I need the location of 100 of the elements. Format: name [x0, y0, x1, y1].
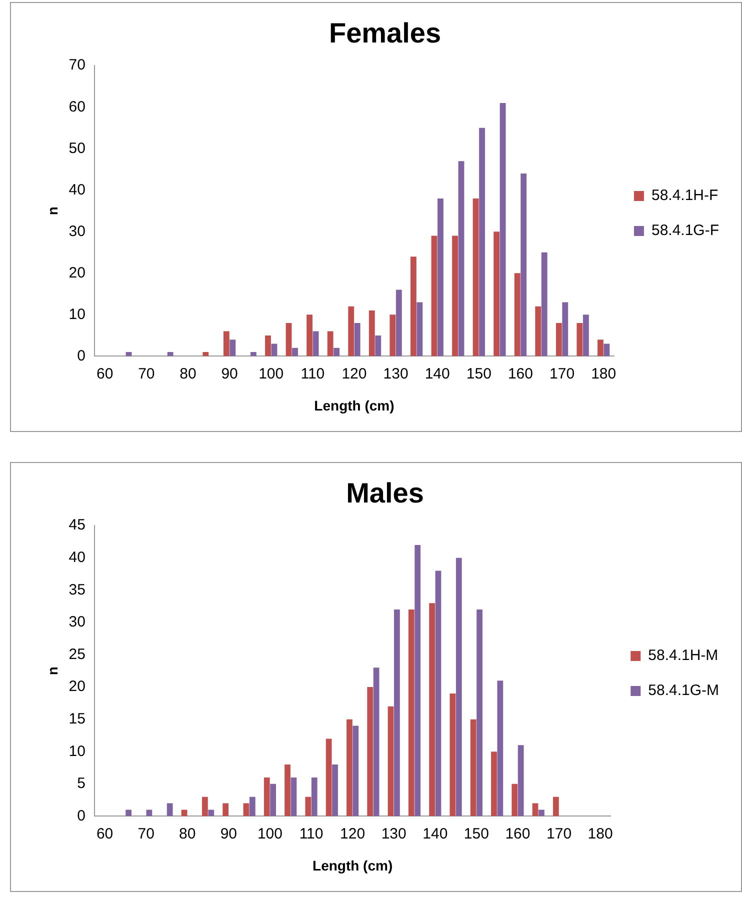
x-tick-label: 70: [138, 825, 154, 842]
bar: [604, 344, 610, 356]
x-tick-label: 130: [381, 825, 406, 842]
bar: [290, 777, 297, 816]
bar: [208, 810, 214, 816]
bar: [354, 322, 360, 356]
bar: [348, 306, 354, 356]
bar: [166, 803, 173, 816]
y-tick-label: 30: [68, 222, 86, 240]
y-axis-title: n: [44, 666, 60, 676]
x-tick-label: 120: [340, 825, 366, 842]
bar: [243, 803, 250, 816]
x-tick-label: 70: [138, 365, 155, 382]
bar: [292, 348, 298, 356]
bar: [396, 290, 402, 356]
bar: [126, 352, 132, 356]
bar: [264, 777, 270, 816]
x-tick-label: 130: [383, 365, 408, 382]
bar: [538, 810, 544, 816]
y-tick-label: 0: [77, 807, 86, 824]
bar: [408, 610, 414, 816]
x-tick-label: 180: [591, 365, 616, 382]
bar: [500, 102, 506, 356]
legend-label: 58.4.1H-F: [651, 187, 718, 204]
bar: [491, 752, 497, 816]
bar: [470, 719, 476, 816]
bar: [388, 706, 394, 816]
bar: [373, 668, 380, 816]
bar: [367, 687, 374, 816]
bar: [438, 198, 444, 356]
bar: [435, 570, 442, 816]
bar: [514, 273, 520, 356]
chart-title: Males: [346, 478, 424, 509]
x-tick-label: 90: [220, 825, 238, 842]
bar: [375, 335, 382, 356]
x-tick-label: 160: [508, 365, 533, 382]
bar: [306, 314, 313, 356]
x-tick-label: 100: [257, 825, 282, 842]
bar: [476, 610, 482, 816]
bar: [346, 719, 352, 816]
bar: [271, 344, 278, 356]
legend-label: 58.4.1H-M: [648, 647, 718, 664]
x-axis-title: Length (cm): [312, 857, 393, 874]
bar: [535, 306, 542, 356]
bar: [479, 128, 485, 356]
bar: [410, 256, 416, 356]
bar: [146, 810, 152, 816]
y-tick-label: 40: [68, 181, 86, 198]
x-tick-label: 150: [466, 365, 492, 382]
y-tick-label: 20: [68, 264, 86, 282]
x-tick-label: 180: [588, 825, 613, 842]
bar: [368, 310, 375, 356]
y-tick-label: 20: [68, 678, 86, 696]
bar: [431, 236, 438, 356]
x-tick-label: 170: [546, 825, 572, 842]
x-tick-label: 170: [550, 365, 575, 382]
y-tick-label: 5: [77, 775, 86, 792]
bar: [390, 314, 396, 356]
bar: [286, 322, 292, 356]
legend-label: 58.4.1G-F: [651, 222, 719, 240]
bar: [456, 558, 462, 816]
bar: [181, 810, 188, 816]
bar: [472, 198, 479, 356]
bar: [222, 803, 229, 816]
bar: [284, 764, 290, 816]
x-tick-label: 80: [179, 825, 196, 842]
bar: [312, 331, 319, 356]
x-tick-label: 160: [505, 825, 530, 842]
bar: [223, 331, 230, 356]
bar: [250, 352, 256, 356]
x-tick-label: 150: [464, 825, 489, 842]
bar: [326, 738, 332, 816]
bar: [562, 302, 568, 356]
y-tick-label: 15: [68, 710, 86, 728]
x-tick-label: 120: [342, 365, 367, 382]
bar: [416, 302, 423, 356]
y-tick-label: 10: [68, 306, 86, 323]
bar: [518, 745, 524, 816]
bar: [126, 810, 132, 816]
x-tick-label: 60: [96, 365, 114, 382]
bar: [414, 544, 421, 816]
bar: [452, 236, 458, 356]
x-tick-label: 140: [422, 825, 448, 842]
y-tick-label: 35: [68, 581, 86, 598]
bar: [576, 322, 583, 356]
bar: [305, 796, 312, 816]
bar: [494, 232, 500, 356]
bar: [582, 314, 589, 356]
bar: [265, 335, 271, 356]
y-tick-label: 40: [68, 549, 86, 566]
y-tick-label: 25: [68, 646, 86, 663]
bar: [327, 331, 334, 356]
legend-label: 58.4.1G-M: [648, 682, 720, 700]
bar: [598, 340, 604, 356]
y-tick-label: 50: [68, 140, 86, 157]
bar: [497, 680, 504, 816]
bar: [552, 796, 559, 816]
chart-title: Females: [328, 18, 442, 49]
bar: [202, 796, 208, 816]
y-tick-label: 30: [68, 614, 86, 631]
